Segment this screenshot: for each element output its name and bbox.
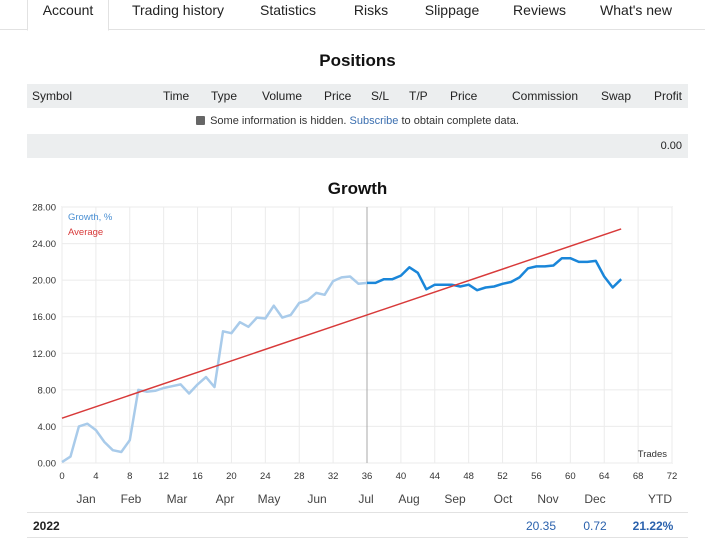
year-row-2022: 2022 20.35 0.72 21.22% bbox=[27, 512, 688, 538]
x-tick-label: 56 bbox=[531, 471, 542, 482]
x-tick-label: 0 bbox=[59, 471, 64, 482]
col-price-2: Price bbox=[450, 89, 478, 103]
tab-slippage[interactable]: Slippage bbox=[424, 2, 480, 18]
y-tick-label: 28.00 bbox=[32, 203, 56, 214]
notice-text: Some information is hidden. bbox=[210, 115, 347, 127]
x-tick-label: 20 bbox=[226, 471, 237, 482]
col-volume: Volume bbox=[262, 89, 303, 103]
col-sl: S/L bbox=[371, 89, 390, 103]
y-tick-label: 8.00 bbox=[38, 385, 57, 396]
y-tick-label: 4.00 bbox=[38, 422, 57, 433]
x-tick-label: 4 bbox=[93, 471, 98, 482]
x-tick-label: 52 bbox=[497, 471, 508, 482]
col-symbol: Symbol bbox=[32, 89, 73, 103]
col-tp: T/P bbox=[409, 89, 428, 103]
col-commission: Commission bbox=[512, 89, 579, 103]
month-aug: Aug bbox=[398, 492, 420, 506]
x-tick-label: 44 bbox=[429, 471, 440, 482]
month-apr: Apr bbox=[215, 492, 235, 506]
col-swap: Swap bbox=[601, 89, 632, 103]
tab-risks[interactable]: Risks bbox=[353, 2, 389, 18]
col-type: Type bbox=[211, 89, 238, 103]
month-ytd: YTD bbox=[648, 492, 672, 506]
ytd-value: 21.22% bbox=[632, 519, 674, 533]
x-tick-label: 60 bbox=[565, 471, 576, 482]
y-tick-label: 24.00 bbox=[32, 239, 56, 250]
col-profit: Profit bbox=[654, 89, 683, 103]
x-tick-label: 28 bbox=[294, 471, 305, 482]
tab-statistics[interactable]: Statistics bbox=[259, 2, 316, 18]
tab-account[interactable]: Account bbox=[27, 0, 109, 31]
growth-title: Growth bbox=[327, 179, 388, 198]
positions-table: Symbol Time Type Volume Price S/L T/P Pr… bbox=[27, 84, 688, 158]
month-feb: Feb bbox=[120, 492, 142, 506]
x-tick-label: 16 bbox=[192, 471, 203, 482]
tab-whats-new[interactable]: What's new bbox=[600, 2, 672, 18]
legend-growth: Growth, % bbox=[68, 212, 113, 223]
legend-average: Average bbox=[68, 227, 103, 238]
hidden-info-notice: Some information is hidden. Subscribe to… bbox=[27, 108, 688, 134]
x-tick-label: 40 bbox=[396, 471, 407, 482]
month-jul: Jul bbox=[358, 492, 374, 506]
y-tick-label: 16.00 bbox=[32, 312, 56, 323]
year-label: 2022 bbox=[33, 519, 60, 533]
x-tick-label: 24 bbox=[260, 471, 271, 482]
month-nov: Nov bbox=[537, 492, 559, 506]
col-time: Time bbox=[163, 89, 190, 103]
growth-line-history bbox=[61, 275, 368, 464]
total-profit: 0.00 bbox=[660, 140, 682, 152]
y-tick-label: 0.00 bbox=[38, 459, 57, 470]
tab-bar: Account Trading history Statistics Risks… bbox=[0, 0, 705, 31]
x-tick-label: 8 bbox=[127, 471, 132, 482]
positions-total-row: 0.00 bbox=[27, 134, 688, 158]
month-dec: Dec bbox=[584, 492, 606, 506]
col-price: Price bbox=[324, 89, 352, 103]
x-tick-label: 12 bbox=[158, 471, 169, 482]
tab-reviews[interactable]: Reviews bbox=[513, 2, 566, 18]
dec-value[interactable]: 0.72 bbox=[583, 519, 607, 533]
month-may: May bbox=[257, 492, 281, 506]
positions-title: Positions bbox=[319, 51, 396, 70]
growth-line-recent bbox=[367, 256, 623, 292]
subscribe-link[interactable]: Subscribe bbox=[349, 115, 399, 127]
x-tick-label: 32 bbox=[328, 471, 339, 482]
nov-value[interactable]: 20.35 bbox=[525, 519, 557, 533]
month-jan: Jan bbox=[76, 492, 96, 506]
positions-header-row: Symbol Time Type Volume Price S/L T/P Pr… bbox=[27, 84, 688, 108]
month-mar: Mar bbox=[166, 492, 188, 506]
month-sep: Sep bbox=[444, 492, 466, 506]
months-row: Jan Feb Mar Apr May Jun Jul Aug Sep Oct … bbox=[27, 486, 688, 510]
x-tick-label: 68 bbox=[633, 471, 644, 482]
x-tick-label: 36 bbox=[362, 471, 373, 482]
x-tick-label: 64 bbox=[599, 471, 610, 482]
x-axis-label: Trades bbox=[638, 449, 667, 460]
average-line bbox=[61, 228, 622, 419]
x-tick-label: 48 bbox=[463, 471, 474, 482]
x-tick-label: 72 bbox=[667, 471, 678, 482]
y-tick-label: 12.00 bbox=[32, 349, 56, 360]
month-jun: Jun bbox=[307, 492, 327, 506]
month-oct: Oct bbox=[493, 492, 513, 506]
tab-trading-history[interactable]: Trading history bbox=[131, 2, 225, 18]
lock-icon bbox=[196, 116, 206, 125]
y-tick-label: 20.00 bbox=[32, 276, 56, 287]
notice-text-end: to obtain complete data. bbox=[401, 115, 519, 127]
